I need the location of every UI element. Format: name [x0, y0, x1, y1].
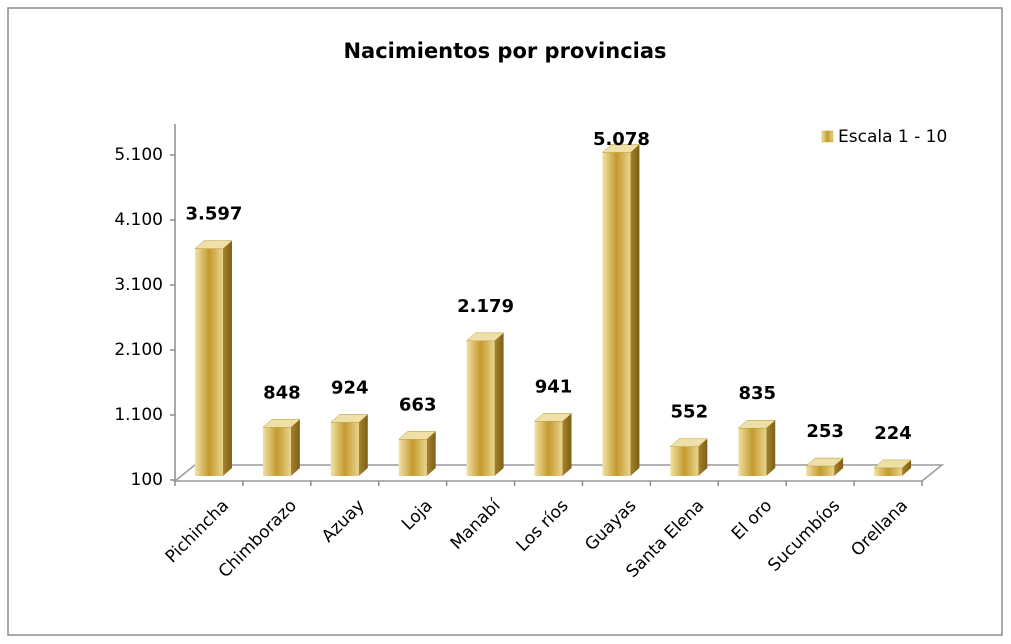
value-label: 5.078 [593, 129, 650, 150]
bar-top [465, 332, 505, 342]
bar-top [873, 459, 912, 469]
y-tick-label: 4.100 [114, 210, 163, 230]
value-label: 941 [535, 376, 573, 397]
y-tick-label: 1.100 [114, 405, 163, 425]
value-label: 848 [263, 382, 301, 403]
bar [738, 428, 767, 476]
bar-side [630, 144, 640, 476]
value-label: 253 [806, 421, 844, 442]
bar [602, 152, 631, 476]
chart-border [7, 7, 1003, 636]
bar [806, 466, 835, 476]
bar-top [533, 413, 573, 422]
chart-title: Nacimientos por provincias [343, 39, 666, 63]
bar-top [194, 240, 233, 249]
y-tick-label: 2.100 [114, 340, 163, 360]
legend-label: Escala 1 - 10 [838, 127, 947, 147]
bar-side [834, 458, 844, 476]
bar-side [358, 414, 368, 476]
value-label: 835 [738, 383, 776, 404]
bar [874, 467, 903, 476]
value-label: 3.597 [185, 204, 242, 225]
bar-top [398, 431, 437, 440]
y-tick-label: 100 [131, 470, 163, 490]
bar-side [222, 240, 232, 476]
bar [534, 421, 563, 476]
value-label: 663 [399, 394, 437, 415]
bar-side [426, 431, 436, 476]
value-label: 2.179 [457, 296, 514, 317]
bar [330, 422, 359, 476]
y-tick-label: 5.100 [114, 145, 163, 165]
legend-swatch [821, 130, 834, 143]
value-label: 224 [874, 423, 912, 444]
bar-top [601, 144, 641, 153]
bar-side [698, 438, 708, 476]
bar [398, 439, 427, 476]
bar-top [262, 419, 301, 428]
bar-side [494, 332, 504, 476]
bar [670, 446, 699, 476]
bar-top [330, 414, 369, 423]
value-label: 924 [331, 377, 369, 398]
bar [262, 427, 291, 476]
bar-top [805, 457, 844, 467]
bar-side [902, 459, 912, 476]
bar-side [562, 413, 572, 476]
value-label: 552 [671, 402, 709, 423]
bar-top [737, 419, 776, 429]
bar-side [766, 420, 776, 476]
bar [194, 248, 223, 476]
y-tick-label: 3.100 [114, 275, 163, 295]
bar [466, 340, 495, 476]
bar-top [669, 438, 708, 447]
bar-side [290, 419, 300, 476]
